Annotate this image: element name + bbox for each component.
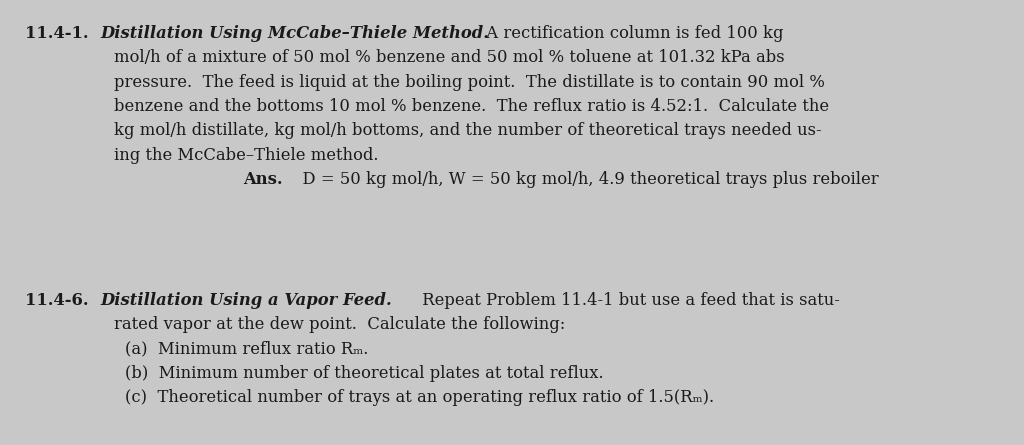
- Text: kg mol/h distillate, kg mol/h bottoms, and the number of theoretical trays neede: kg mol/h distillate, kg mol/h bottoms, a…: [114, 122, 821, 139]
- Text: benzene and the bottoms 10 mol % benzene.  The reflux ratio is 4.52:1.  Calculat: benzene and the bottoms 10 mol % benzene…: [114, 98, 829, 115]
- Text: 11.4-6.: 11.4-6.: [25, 291, 89, 309]
- Text: (a)  Minimum reflux ratio Rₘ.: (a) Minimum reflux ratio Rₘ.: [125, 340, 369, 357]
- Text: D = 50 kg mol/h, W = 50 kg mol/h, 4.9 theoretical trays plus reboiler: D = 50 kg mol/h, W = 50 kg mol/h, 4.9 th…: [292, 171, 879, 188]
- Text: Distillation Using McCabe–Thiele Method.: Distillation Using McCabe–Thiele Method.: [100, 25, 489, 42]
- Text: mol/h of a mixture of 50 mol % benzene and 50 mol % toluene at 101.32 kPa abs: mol/h of a mixture of 50 mol % benzene a…: [114, 49, 784, 66]
- Text: ing the McCabe–Thiele method.: ing the McCabe–Thiele method.: [114, 146, 379, 163]
- Text: rated vapor at the dew point.  Calculate the following:: rated vapor at the dew point. Calculate …: [114, 316, 565, 333]
- Text: Distillation Using a Vapor Feed.: Distillation Using a Vapor Feed.: [100, 291, 392, 309]
- Text: (b)  Minimum number of theoretical plates at total reflux.: (b) Minimum number of theoretical plates…: [125, 364, 603, 381]
- Text: pressure.  The feed is liquid at the boiling point.  The distillate is to contai: pressure. The feed is liquid at the boil…: [114, 73, 824, 91]
- Text: 11.4-1.: 11.4-1.: [25, 25, 89, 42]
- Text: (c)  Theoretical number of trays at an operating reflux ratio of 1.5(Rₘ).: (c) Theoretical number of trays at an op…: [125, 389, 714, 406]
- Text: A rectification column is fed 100 kg: A rectification column is fed 100 kg: [480, 25, 783, 42]
- Text: Repeat Problem 11.4-1 but use a feed that is satu-: Repeat Problem 11.4-1 but use a feed tha…: [417, 291, 840, 309]
- Text: Ans.: Ans.: [243, 171, 283, 188]
